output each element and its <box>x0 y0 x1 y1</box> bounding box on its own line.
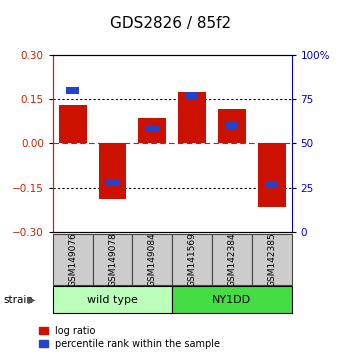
Text: GSM141569: GSM141569 <box>188 232 197 287</box>
Bar <box>146 126 159 132</box>
Bar <box>265 181 278 187</box>
Text: NY1DD: NY1DD <box>212 295 251 305</box>
Bar <box>93 234 132 285</box>
Bar <box>172 286 292 313</box>
Text: GSM149084: GSM149084 <box>148 232 157 287</box>
Bar <box>252 234 292 285</box>
Bar <box>186 92 198 99</box>
Bar <box>53 234 93 285</box>
Bar <box>138 118 166 143</box>
Text: GDS2826 / 85f2: GDS2826 / 85f2 <box>110 16 231 31</box>
Text: wild type: wild type <box>87 295 138 305</box>
Bar <box>212 234 252 285</box>
Bar <box>53 286 172 313</box>
Text: ▶: ▶ <box>28 295 35 305</box>
Bar <box>178 92 206 143</box>
Text: strain: strain <box>3 295 33 305</box>
Legend: log ratio, percentile rank within the sample: log ratio, percentile rank within the sa… <box>39 326 221 349</box>
Bar <box>106 179 119 185</box>
Bar <box>132 234 172 285</box>
Text: GSM142384: GSM142384 <box>227 232 236 287</box>
Bar <box>258 143 286 207</box>
Text: GSM149076: GSM149076 <box>68 232 77 287</box>
Bar <box>66 87 79 93</box>
Text: GSM142385: GSM142385 <box>267 232 276 287</box>
Bar <box>226 122 238 129</box>
Bar <box>99 143 127 199</box>
Bar <box>172 234 212 285</box>
Text: GSM149078: GSM149078 <box>108 232 117 287</box>
Bar <box>59 105 87 143</box>
Bar <box>218 109 246 143</box>
